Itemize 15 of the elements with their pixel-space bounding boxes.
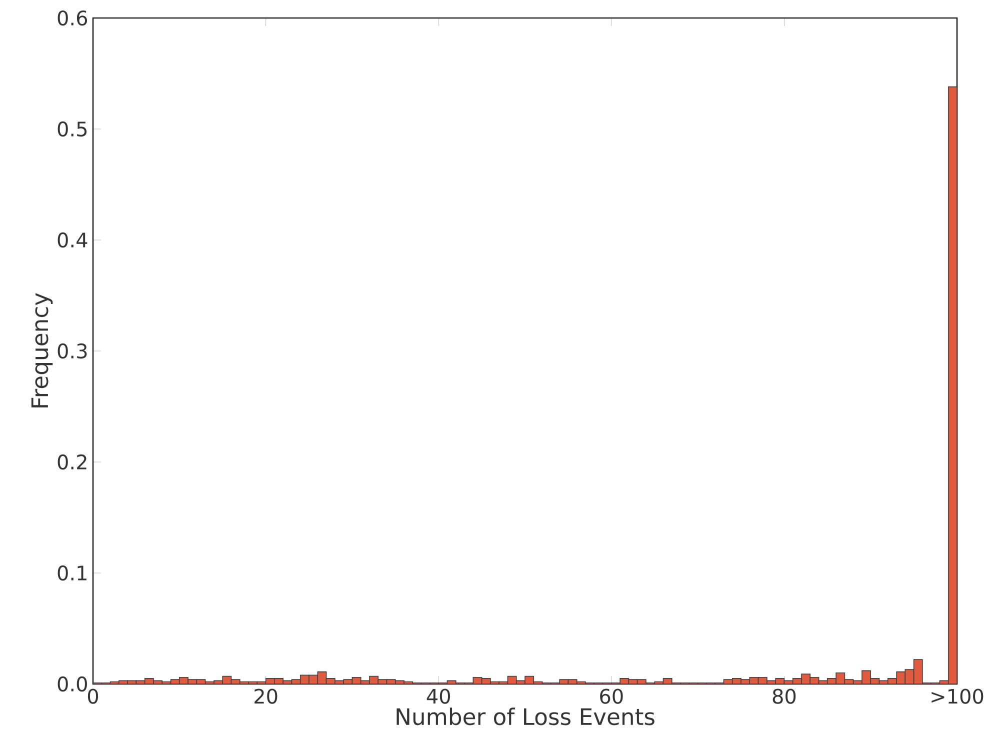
x-tick-label: 60 — [600, 688, 623, 704]
y-tick-label: 0.5 — [58, 121, 87, 137]
x-tick-label: 80 — [772, 688, 796, 704]
x-tick-label: >100 — [932, 688, 984, 704]
y-axis-title: Frequency — [31, 293, 53, 408]
x-tick-label: 40 — [426, 688, 450, 704]
x-tick-label: 0 — [88, 688, 98, 704]
x-tick-label: 20 — [254, 688, 278, 704]
y-tick-label: 0.6 — [58, 10, 88, 26]
y-tick-label: 0.4 — [58, 232, 88, 248]
y-tick-label: 0.3 — [58, 343, 87, 359]
y-tick-label: 0.1 — [58, 565, 86, 581]
y-tick-label: 0.2 — [58, 454, 86, 470]
x-axis-title: Number of Loss Events — [396, 708, 654, 726]
y-tick-label: 0.0 — [58, 676, 87, 692]
